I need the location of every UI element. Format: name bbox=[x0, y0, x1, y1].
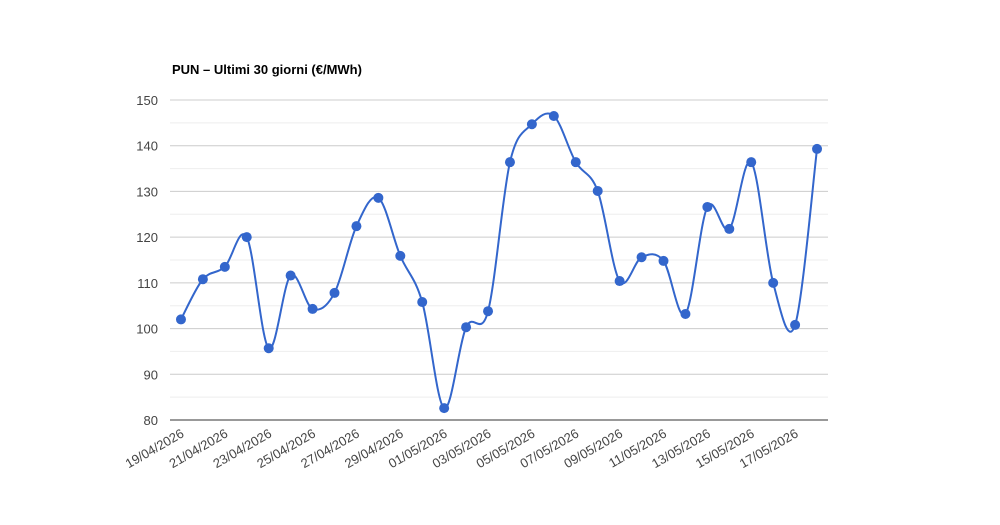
point bbox=[175, 314, 186, 325]
point bbox=[439, 403, 450, 414]
point bbox=[680, 308, 691, 319]
point bbox=[526, 119, 537, 130]
y-tick-label: 140 bbox=[136, 139, 158, 154]
point bbox=[461, 322, 472, 333]
point bbox=[329, 287, 340, 298]
point bbox=[724, 223, 735, 234]
point bbox=[636, 252, 647, 263]
point bbox=[658, 255, 669, 266]
point bbox=[768, 277, 779, 288]
point bbox=[702, 201, 713, 212]
chart-title: PUN – Ultimi 30 giorni (€/MWh) bbox=[172, 62, 362, 77]
point bbox=[504, 157, 515, 168]
y-tick-label: 110 bbox=[137, 276, 158, 291]
point bbox=[570, 157, 581, 168]
point bbox=[614, 276, 625, 287]
point bbox=[812, 143, 823, 154]
y-tick-label: 130 bbox=[136, 184, 158, 199]
y-tick-label: 150 bbox=[136, 93, 158, 108]
point bbox=[307, 303, 318, 314]
point bbox=[483, 306, 494, 317]
point bbox=[285, 270, 296, 281]
point bbox=[351, 221, 362, 232]
point bbox=[592, 185, 603, 196]
line bbox=[180, 112, 819, 410]
y-tick-label: 80 bbox=[144, 413, 158, 428]
point bbox=[373, 192, 384, 203]
point bbox=[219, 261, 230, 272]
point bbox=[790, 319, 801, 330]
point bbox=[263, 343, 274, 354]
point bbox=[417, 297, 428, 308]
y-tick-label: 100 bbox=[136, 322, 158, 337]
y-tick-label: 90 bbox=[144, 367, 158, 382]
y-tick-label: 120 bbox=[136, 230, 158, 245]
point bbox=[241, 232, 252, 243]
point bbox=[395, 250, 406, 261]
point bbox=[197, 274, 208, 285]
point bbox=[746, 157, 757, 168]
point bbox=[548, 111, 559, 121]
